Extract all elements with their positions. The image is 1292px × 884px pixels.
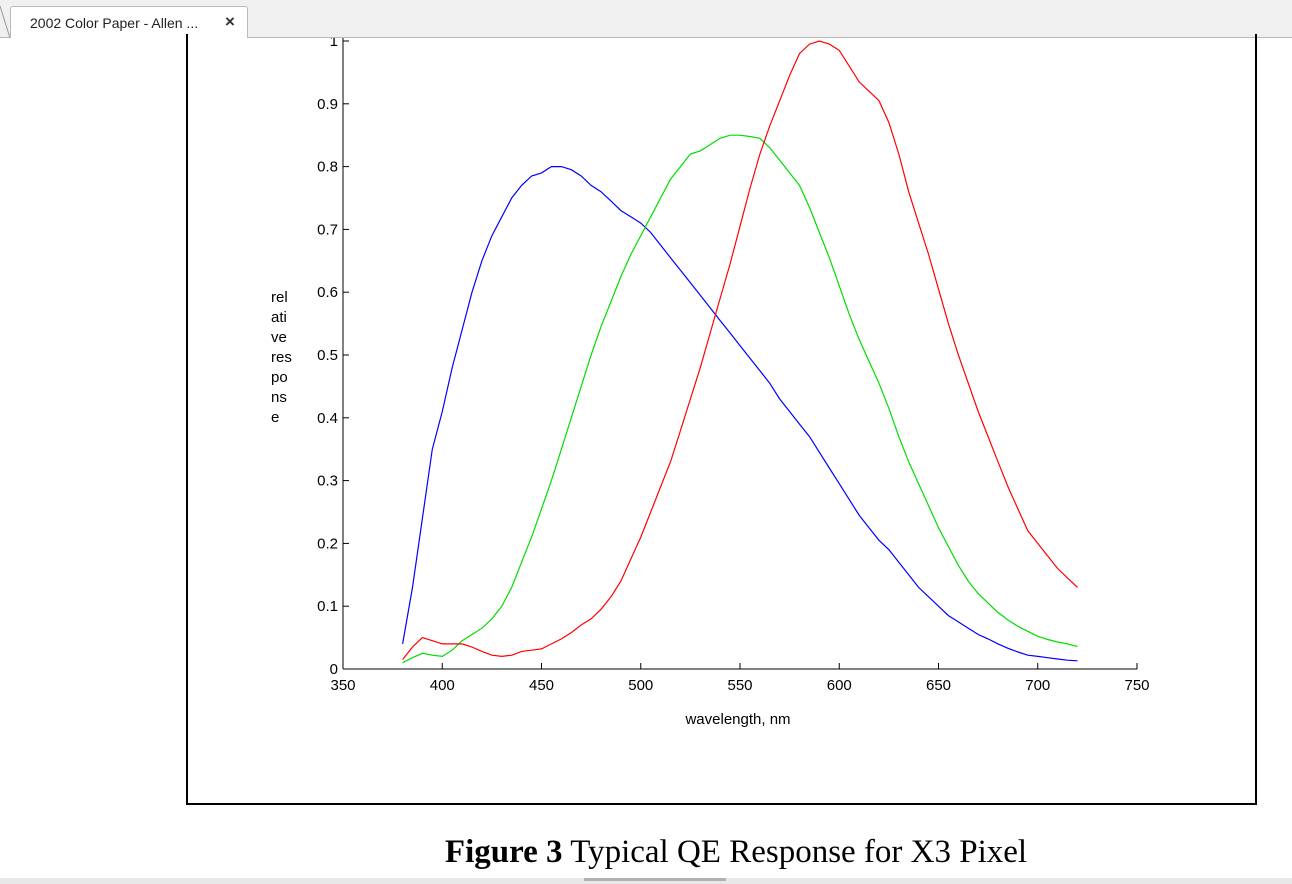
y-axis-title-line: po	[271, 369, 288, 386]
document-page: 350 400 450 500 550 600 650 700 750 0 0.1 0.2 0.3 0.4…	[0, 34, 1292, 878]
x-tick-label: 650	[926, 677, 951, 694]
x-tick-label: 600	[827, 677, 852, 694]
y-tick-label: 0	[330, 661, 338, 678]
tab-title: 2002 Color Paper - Allen ...	[30, 15, 199, 31]
y-axis-title-line: ve	[271, 329, 287, 346]
tab-scroll-left-icon[interactable]	[0, 0, 12, 38]
chart-ticks: 350 400 450 500 550 600 650 700 750 0 0.1 0.2 0.3 0.4…	[317, 38, 1149, 694]
y-tick-label: 0.7	[317, 221, 338, 238]
y-tick-label: 0.8	[317, 159, 338, 176]
horizontal-scrollbar[interactable]	[0, 878, 1292, 884]
x-tick-label: 450	[529, 677, 554, 694]
x-tick-label: 400	[430, 677, 455, 694]
series-line-3	[402, 40, 1078, 660]
y-tick-label: 0.3	[317, 473, 338, 490]
y-tick-label: 1	[330, 38, 338, 50]
series-line-2	[402, 134, 1078, 664]
scrollbar-thumb[interactable]	[584, 878, 726, 881]
chart-series	[402, 40, 1078, 664]
y-tick-label: 0.6	[317, 284, 338, 301]
y-axis-title-line: e	[271, 409, 279, 426]
y-tick-label: 0.5	[317, 347, 338, 364]
caption-label: Figure 3	[444, 834, 563, 870]
x-tick-label: 500	[628, 677, 653, 694]
figure-caption: Figure 3 Typical QE Response for X3 Pixe…	[0, 834, 1292, 871]
y-axis-title-line: res	[271, 349, 292, 366]
y-axis-title-line: ati	[271, 309, 287, 326]
x-tick-label: 700	[1025, 677, 1050, 694]
y-tick-label: 0.4	[317, 410, 338, 427]
series-line-1	[402, 166, 1078, 662]
close-icon[interactable]: ×	[225, 12, 235, 31]
x-axis-title: wavelength, nm	[684, 711, 790, 728]
document-tab[interactable]: 2002 Color Paper - Allen ... ×	[10, 6, 248, 38]
y-axis-title-line: rel	[271, 289, 288, 306]
qe-response-chart: 350 400 450 500 550 600 650 700 750 0 0.1 0.2 0.3 0.4…	[271, 38, 1150, 728]
y-tick-label: 0.2	[317, 535, 338, 552]
caption-text: Typical QE Response for X3 Pixel	[562, 834, 1028, 870]
y-tick-label: 0.1	[317, 598, 338, 615]
y-axis-title: rel ati ve res po ns e	[271, 289, 292, 426]
chart-axes	[342, 38, 1137, 670]
tab-bar: 2002 Color Paper - Allen ... ×	[0, 0, 1292, 38]
y-axis-title-line: ns	[271, 389, 287, 406]
x-tick-label: 550	[727, 677, 752, 694]
x-tick-label: 350	[330, 677, 355, 694]
figure-frame	[186, 34, 1257, 805]
y-tick-label: 0.9	[317, 96, 338, 113]
x-tick-label: 750	[1124, 677, 1149, 694]
